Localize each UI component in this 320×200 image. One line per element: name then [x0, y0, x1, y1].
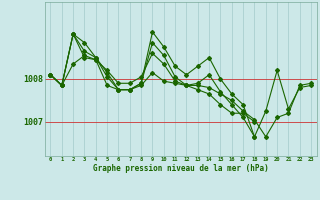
X-axis label: Graphe pression niveau de la mer (hPa): Graphe pression niveau de la mer (hPa) [93, 164, 269, 173]
